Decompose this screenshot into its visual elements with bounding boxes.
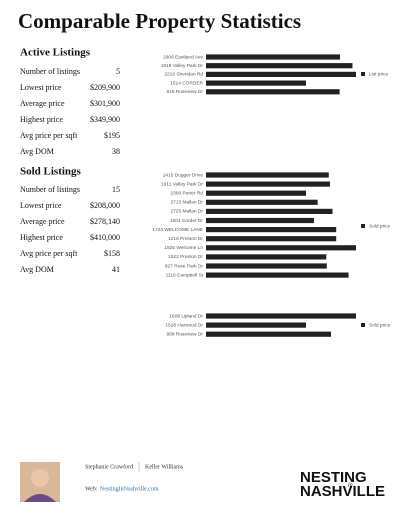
stat-value: $349,900 [90, 115, 120, 124]
stat-value: $208,000 [90, 201, 120, 210]
stat-label: Avg price per sqft [20, 249, 78, 258]
stat-value: $278,140 [90, 217, 120, 226]
bar-label: 1528 Harwood Dr [165, 322, 203, 328]
stat-label: Highest price [20, 233, 63, 242]
bar-label: 1522 Preston Dr [168, 254, 203, 260]
stat-label: Lowest price [20, 83, 62, 92]
bar-label: 2210 Sheridan Rd [164, 72, 203, 78]
bar [206, 172, 329, 178]
legend-label: Sold price [369, 223, 391, 229]
bar-label: 1723 WELCOME LANE [152, 227, 203, 233]
stat-label: Avg DOM [20, 147, 54, 156]
web-link[interactable]: NestingInNashville.com [100, 486, 159, 492]
legend-swatch [361, 72, 365, 76]
stat-value: 38 [112, 147, 120, 156]
section-heading: Sold Listings [20, 166, 82, 178]
agent-photo-body [24, 494, 56, 502]
bar [206, 313, 356, 319]
bar-label: 1825 Welcome Ln [164, 245, 203, 251]
legend-swatch [361, 224, 365, 228]
bar [206, 208, 333, 214]
bar [206, 80, 306, 86]
bar [206, 71, 356, 77]
bar [206, 245, 356, 251]
section-heading: Active Listings [20, 47, 91, 59]
stat-label: Average price [20, 217, 65, 226]
stat-label: Avg price per sqft [20, 131, 78, 140]
bar [206, 263, 327, 269]
bar-label: 2300 Porter Rd [170, 190, 203, 196]
bar [206, 331, 331, 337]
bar [206, 89, 340, 95]
stat-value: $209,900 [90, 83, 120, 92]
stat-label: Highest price [20, 115, 63, 124]
bar-label: 1911 Valley Park Dr [161, 181, 203, 187]
bar [206, 199, 318, 205]
bar [206, 181, 331, 187]
agent-name: Stephanie Crawford [85, 463, 133, 470]
stat-value: $301,900 [90, 99, 120, 108]
stat-value: $158 [104, 249, 120, 258]
bar-label: 1918 Valley Park Dr [161, 63, 204, 69]
agent-company: Keller Williams [145, 464, 184, 470]
logo-small: in [348, 482, 353, 488]
bar-label: 1110 Campbell St [166, 272, 204, 278]
stat-label: Lowest price [20, 201, 62, 210]
bar [206, 54, 340, 60]
stat-value: 41 [112, 265, 120, 274]
bar-label: 1415 Dugger Drive [163, 172, 204, 178]
stat-value: $195 [104, 131, 120, 140]
legend-swatch [361, 323, 365, 327]
bar-label: 1501 Corder Dr [170, 218, 203, 224]
web-label: Web: [85, 486, 98, 492]
page-title: Comparable Property Statistics [18, 9, 301, 33]
bar-label: 827 Rose Park Dr [165, 263, 204, 269]
bar [206, 272, 349, 278]
agent-photo-face [31, 469, 49, 487]
bar [206, 190, 306, 196]
bar-label: 1608 Upland Dr [169, 313, 203, 319]
stat-value: $410,000 [90, 233, 120, 242]
bar-label: 2906 Eastland Ave [163, 54, 203, 60]
bar [206, 322, 306, 328]
bar [206, 227, 337, 233]
logo-line1: NESTING [300, 469, 367, 486]
stat-label: Average price [20, 99, 65, 108]
bar-label: 2725 Mallan Dr [170, 209, 203, 215]
stat-value: 15 [112, 185, 120, 194]
bar-label: 808 Roseview Dr [166, 331, 203, 337]
legend-label: List price [369, 71, 389, 77]
stat-label: Number of listings [20, 67, 80, 76]
bar-label: 1514 CORDER [170, 80, 203, 86]
bar-label: 2715 Mallan Dr [170, 200, 203, 206]
bar [206, 63, 353, 69]
legend-label: Sold price [369, 322, 391, 328]
bar-label: 1216 Preston Dr [168, 236, 203, 242]
stat-value: 5 [116, 67, 120, 76]
stat-label: Avg DOM [20, 265, 54, 274]
bar [206, 254, 327, 260]
bar [206, 217, 314, 224]
stat-label: Number of listings [20, 185, 80, 194]
bar-label: 816 Roseview Dr [166, 89, 203, 95]
bar [206, 236, 337, 242]
logo-line2: NASHVILLE [300, 483, 385, 500]
